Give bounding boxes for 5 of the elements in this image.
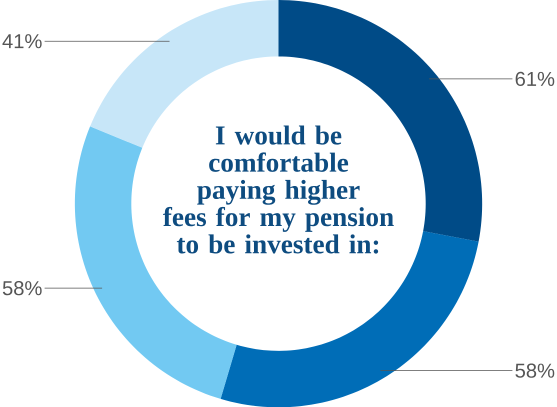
data-label: 58% [2, 280, 42, 296]
data-label: 61% [516, 72, 554, 86]
text: I would be comfortable paying higher fees for my pension to be invested in: [163, 125, 394, 254]
data-label: 41% [2, 34, 42, 48]
data-label: 58% [515, 363, 554, 378]
